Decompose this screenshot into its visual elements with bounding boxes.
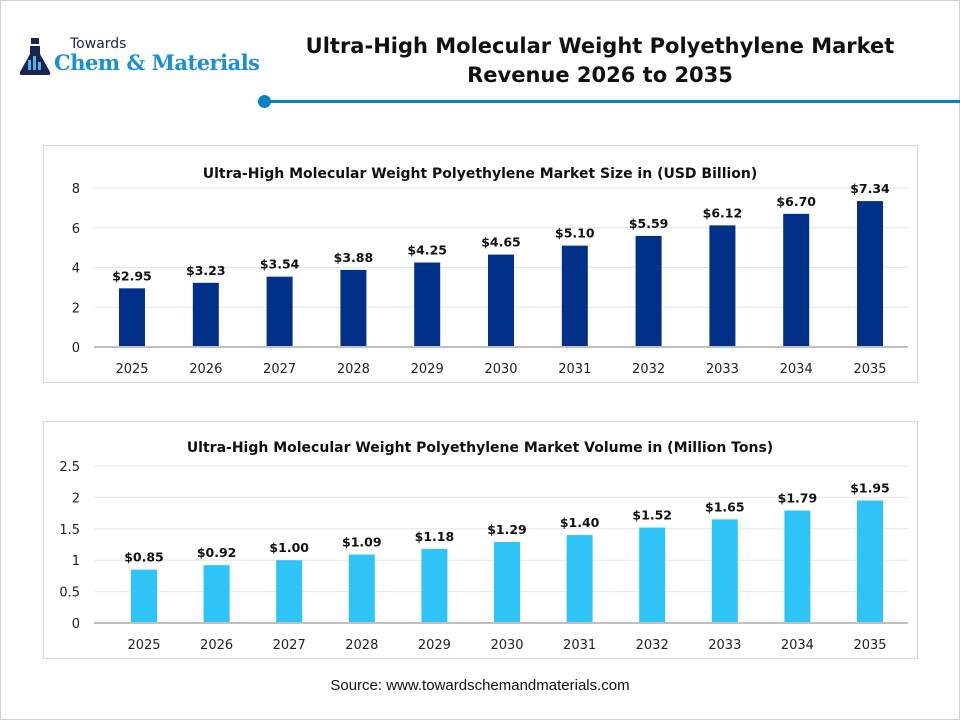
bar-2030 (494, 541, 520, 623)
y-tick-label: 2 (72, 301, 80, 316)
y-tick-label: 2.5 (59, 460, 80, 475)
x-tick-label: 2027 (263, 362, 296, 377)
bar-2031 (566, 535, 593, 623)
y-tick-label: 0 (72, 341, 80, 356)
data-label: $0.85 (124, 550, 164, 565)
data-label: $3.23 (186, 263, 226, 278)
data-label: $1.95 (850, 481, 890, 496)
flask-icon (19, 38, 51, 75)
data-label: $1.18 (415, 529, 455, 544)
bar-2031 (561, 245, 588, 347)
page-title: Ultra-High Molecular Weight Polyethylene… (280, 32, 920, 90)
x-tick-label: 2035 (853, 638, 886, 653)
x-tick-label: 2025 (115, 362, 148, 377)
bar-2027 (266, 276, 293, 347)
x-tick-label: 2028 (345, 638, 378, 653)
bar-2027 (276, 560, 303, 623)
x-tick-label: 2028 (337, 362, 370, 377)
title-divider-dot (258, 95, 271, 108)
data-label: $1.09 (342, 535, 382, 550)
page-title-line1: Ultra-High Molecular Weight Polyethylene… (305, 34, 895, 58)
bar-2032 (635, 235, 662, 347)
data-label: $6.12 (703, 205, 743, 220)
x-tick-label: 2026 (189, 362, 222, 377)
logo-text-big: Chem & Materials (54, 50, 260, 75)
x-tick-label: 2031 (558, 362, 591, 377)
market-size-chart: Ultra-High Molecular Weight Polyethylene… (43, 145, 918, 383)
data-label: $1.52 (632, 508, 672, 523)
data-label: $7.34 (850, 181, 890, 196)
x-tick-label: 2033 (706, 362, 739, 377)
data-label: $1.40 (560, 515, 600, 530)
data-label: $5.10 (555, 226, 595, 241)
bar-2033 (711, 519, 738, 623)
chart-title: Ultra-High Molecular Weight Polyethylene… (203, 166, 758, 182)
x-tick-label: 2032 (636, 638, 669, 653)
bar-2029 (414, 262, 441, 347)
data-label: $4.65 (481, 235, 521, 250)
market-size-chart-svg: Ultra-High Molecular Weight Polyethylene… (72, 166, 908, 377)
y-tick-label: 2 (72, 491, 80, 506)
source-text: Source: www.towardschemandmaterials.com (330, 677, 630, 694)
x-tick-label: 2030 (484, 362, 517, 377)
bar-2026 (203, 565, 230, 623)
bar-2033 (709, 225, 736, 347)
bar-2025 (119, 288, 145, 347)
x-tick-label: 2029 (411, 362, 444, 377)
data-label: $3.54 (260, 257, 300, 272)
bar-2034 (784, 510, 811, 623)
x-tick-label: 2034 (780, 362, 813, 377)
bar-2030 (488, 254, 514, 347)
bar-2035 (857, 201, 883, 347)
bar-2032 (639, 527, 666, 623)
x-tick-label: 2029 (418, 638, 451, 653)
market-volume-chart: Ultra-High Molecular Weight Polyethylene… (43, 421, 918, 659)
bar-2028 (348, 554, 375, 623)
x-tick-label: 2030 (490, 638, 523, 653)
x-tick-label: 2025 (127, 638, 160, 653)
data-label: $4.25 (407, 243, 447, 258)
bar-2025 (131, 569, 157, 623)
logo: Towards Chem & Materials (18, 36, 268, 86)
bar-2035 (857, 500, 883, 623)
data-label: $1.79 (778, 491, 818, 506)
data-label: $5.59 (629, 216, 669, 231)
market-volume-chart-svg: Ultra-High Molecular Weight Polyethylene… (59, 440, 908, 653)
data-label: $1.65 (705, 499, 745, 514)
bar-2034 (783, 213, 810, 347)
data-label: $6.70 (776, 194, 816, 209)
title-divider (266, 100, 960, 103)
x-tick-label: 2031 (563, 638, 596, 653)
data-label: $2.95 (112, 268, 152, 283)
bar-2029 (421, 548, 448, 623)
y-tick-label: 8 (72, 182, 80, 197)
x-tick-label: 2027 (273, 638, 306, 653)
data-label: $3.88 (334, 250, 374, 265)
x-tick-label: 2035 (853, 362, 886, 377)
logo-text-small: Towards (70, 36, 127, 52)
x-tick-label: 2034 (781, 638, 814, 653)
chart-title: Ultra-High Molecular Weight Polyethylene… (187, 440, 773, 456)
y-tick-label: 0 (72, 617, 80, 632)
y-tick-label: 0.5 (59, 586, 80, 601)
y-tick-label: 4 (72, 262, 80, 277)
x-tick-label: 2032 (632, 362, 665, 377)
y-tick-label: 1.5 (59, 523, 80, 538)
bar-2026 (192, 282, 219, 347)
data-label: $1.29 (487, 522, 527, 537)
data-label: $0.92 (197, 545, 237, 560)
x-tick-label: 2033 (708, 638, 741, 653)
page-title-line2: Revenue 2026 to 2035 (467, 63, 733, 87)
bar-2028 (340, 269, 367, 347)
y-tick-label: 6 (72, 222, 80, 237)
y-tick-label: 1 (72, 554, 80, 569)
data-label: $1.00 (269, 540, 309, 555)
x-tick-label: 2026 (200, 638, 233, 653)
